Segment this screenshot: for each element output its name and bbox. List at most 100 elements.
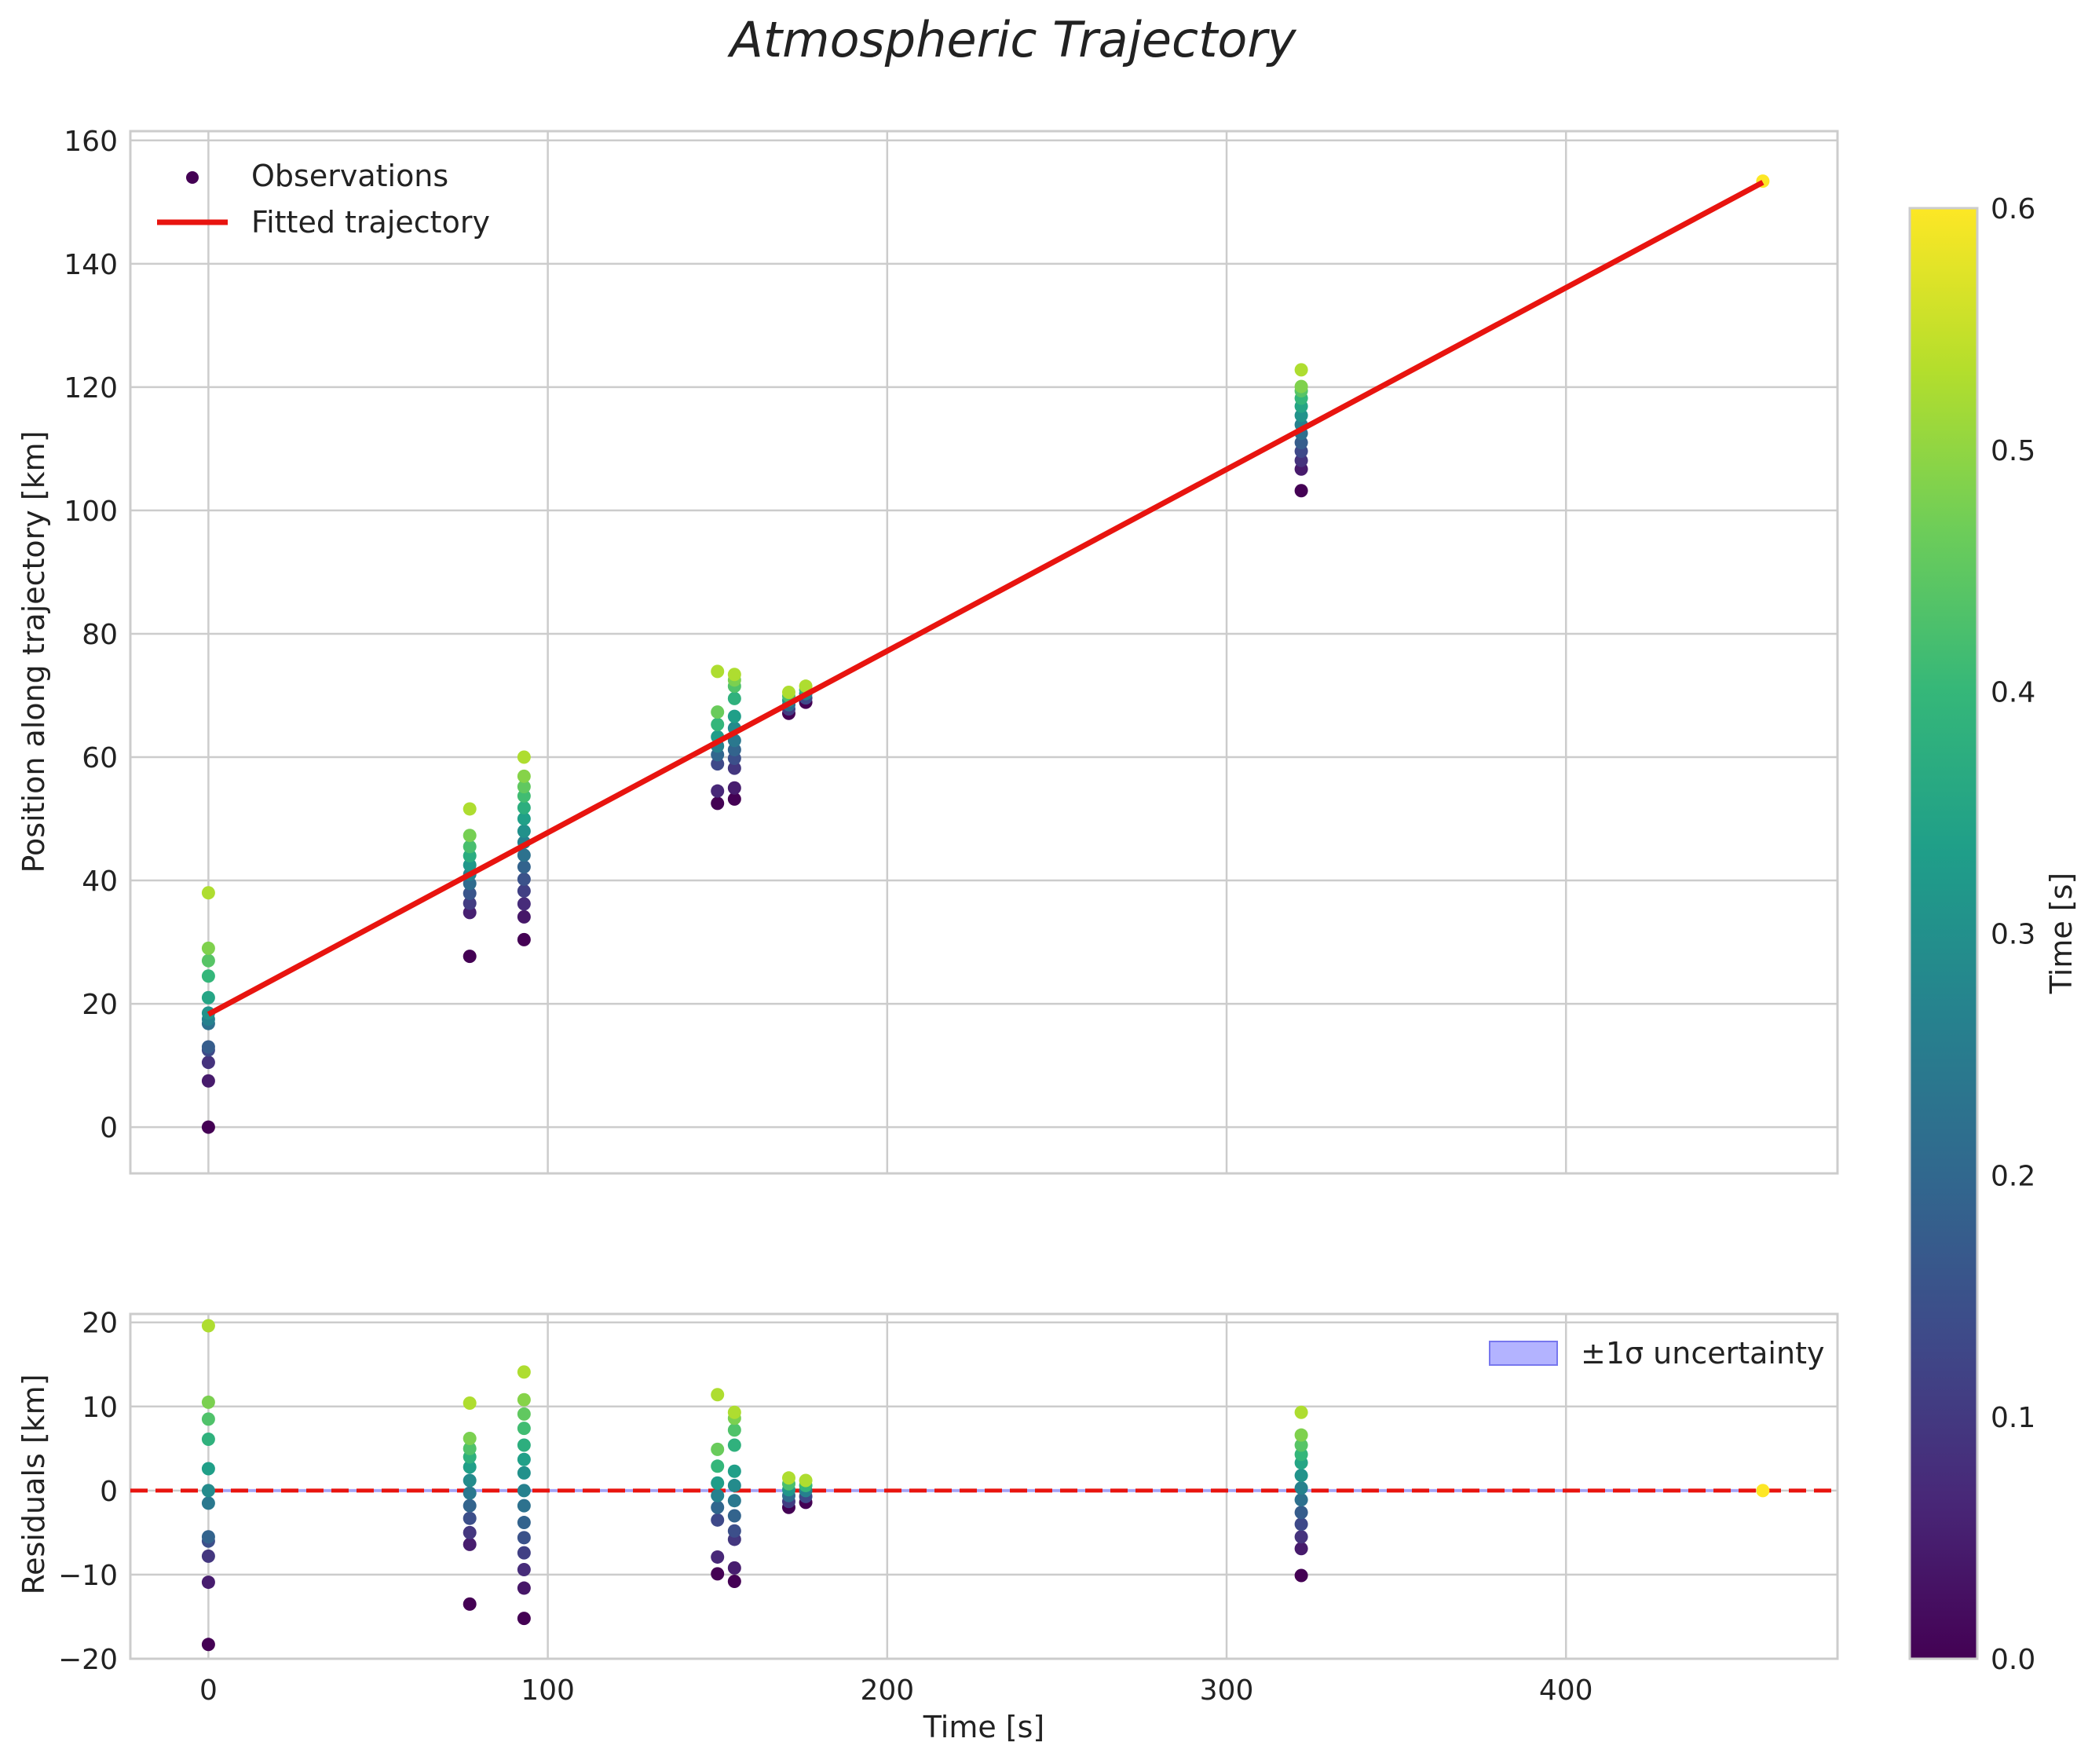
observation-point <box>1294 453 1308 467</box>
observation-point <box>711 757 725 771</box>
residual-point <box>517 1612 531 1626</box>
residual-point <box>711 1388 725 1402</box>
residual-point <box>201 1549 215 1563</box>
colorbar: 0.0 0.1 0.2 0.3 0.4 0.5 0.6 Time [s] <box>1908 193 2079 1676</box>
observation-point <box>727 761 741 775</box>
legend-band-swatch <box>1489 1341 1558 1366</box>
observation-point <box>201 886 215 900</box>
top-y-tick-label: 140 <box>64 249 118 281</box>
residual-point <box>463 1486 477 1500</box>
observation-point <box>1294 436 1308 450</box>
observation-point <box>517 800 531 814</box>
observation-point <box>517 769 531 783</box>
residual-point <box>1294 1530 1308 1544</box>
bottom-y-tick-label: 20 <box>82 1308 118 1340</box>
residual-point <box>711 1476 725 1490</box>
bottom-y-tick-label: −10 <box>58 1560 118 1592</box>
residual-point <box>463 1396 477 1410</box>
top-panel: 0 20 40 60 80 100 120 140 160 Position along tra… <box>16 126 1839 1175</box>
residual-point <box>1294 1447 1308 1462</box>
residual-point <box>517 1452 531 1466</box>
residual-point <box>463 1499 477 1513</box>
residual-point <box>463 1511 477 1525</box>
top-y-tick-label: 100 <box>64 496 118 528</box>
residual-point <box>711 1550 725 1564</box>
observation-point <box>711 784 725 798</box>
bottom-residual-points <box>201 1319 1770 1652</box>
bottom-y-tick-labels: −20 −10 0 10 20 <box>58 1308 118 1676</box>
residual-point <box>711 1567 725 1581</box>
x-tick-labels: 0 100 200 300 400 <box>199 1674 1593 1707</box>
observation-point <box>517 789 531 803</box>
top-y-tick-label: 160 <box>64 126 118 158</box>
observation-point <box>201 990 215 1005</box>
top-y-tick-label: 0 <box>100 1112 118 1144</box>
x-tick-label: 100 <box>521 1674 575 1707</box>
observation-point <box>201 969 215 983</box>
observation-point <box>711 796 725 811</box>
observation-point <box>463 849 477 863</box>
observation-point <box>517 897 531 911</box>
residual-point <box>463 1431 477 1445</box>
residual-point <box>727 1438 741 1452</box>
residual-point <box>463 1460 477 1474</box>
bottom-panel-frame <box>129 1312 1839 1660</box>
x-tick-label: 200 <box>860 1674 914 1707</box>
residual-point <box>727 1423 741 1437</box>
colorbar-tick-label: 0.2 <box>1991 1160 2035 1192</box>
colorbar-tick-labels: 0.0 0.1 0.2 0.3 0.4 0.5 0.6 <box>1991 193 2035 1676</box>
residual-point <box>1294 1542 1308 1556</box>
residual-point <box>1294 1493 1308 1507</box>
residual-point <box>517 1516 531 1530</box>
colorbar-tick-label: 0.1 <box>1991 1402 2035 1434</box>
observation-point <box>517 812 531 826</box>
residual-point <box>201 1638 215 1652</box>
residual-point <box>517 1563 531 1577</box>
observation-point <box>517 884 531 898</box>
residual-point <box>463 1473 477 1488</box>
residual-point <box>517 1438 531 1452</box>
observation-point <box>463 887 477 901</box>
residual-point <box>201 1530 215 1544</box>
colorbar-label: Time [s] <box>2044 873 2079 995</box>
residual-point <box>201 1319 215 1333</box>
residual-point <box>781 1471 795 1485</box>
x-tick-label: 300 <box>1200 1674 1254 1707</box>
residual-point <box>201 1395 215 1409</box>
colorbar-tick-label: 0.4 <box>1991 677 2035 709</box>
top-panel-frame <box>129 130 1839 1175</box>
top-y-tick-label: 60 <box>82 742 118 774</box>
residual-point <box>463 1525 477 1539</box>
observation-point <box>201 1040 215 1054</box>
residual-point <box>711 1442 725 1456</box>
observation-point <box>463 840 477 854</box>
residual-point <box>1294 1568 1308 1583</box>
observation-point <box>517 848 531 862</box>
observation-point <box>727 792 741 806</box>
residual-point <box>727 1494 741 1508</box>
observation-point <box>201 953 215 968</box>
observation-point <box>517 860 531 874</box>
residual-point <box>517 1466 531 1480</box>
observation-point <box>711 717 725 731</box>
observation-point <box>517 909 531 924</box>
chart-title: Atmospheric Trajectory <box>726 11 1296 68</box>
observation-point <box>1294 363 1308 377</box>
colorbar-tick-label: 0.5 <box>1991 435 2035 467</box>
top-y-tick-label: 40 <box>82 866 118 898</box>
residual-point <box>517 1581 531 1595</box>
observation-point <box>517 780 531 794</box>
top-legend: Observations Fitted trajectory <box>157 159 490 240</box>
observation-point <box>727 709 741 723</box>
residual-point <box>1294 1405 1308 1419</box>
residual-point <box>517 1365 531 1379</box>
top-y-tick-labels: 0 20 40 60 80 100 120 140 160 <box>64 126 118 1144</box>
observation-point <box>463 896 477 910</box>
observation-point <box>781 686 795 700</box>
colorbar-tick-label: 0.3 <box>1991 919 2035 951</box>
colorbar-gradient <box>1908 207 1979 1660</box>
residual-point <box>463 1537 477 1551</box>
top-y-tick-label: 20 <box>82 989 118 1021</box>
observation-point <box>517 750 531 764</box>
residual-point <box>1294 1517 1308 1532</box>
